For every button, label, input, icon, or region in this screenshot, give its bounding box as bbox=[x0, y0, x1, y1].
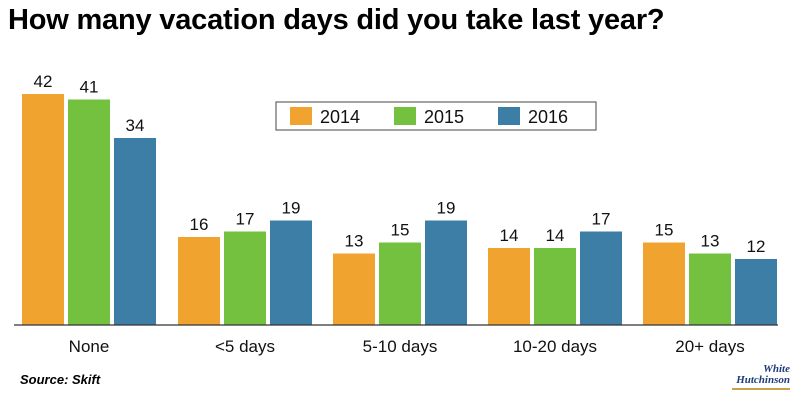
bar-2016-4 bbox=[735, 259, 777, 325]
bar-2015-0 bbox=[68, 99, 110, 325]
category-label-4: 20+ days bbox=[675, 337, 744, 356]
legend-label-2015: 2015 bbox=[424, 107, 464, 127]
legend-swatch-2014 bbox=[290, 107, 312, 125]
value-label-2016-4: 12 bbox=[747, 237, 766, 256]
bar-2015-1 bbox=[224, 231, 266, 325]
bar-2016-2 bbox=[425, 220, 467, 325]
chart-title: How many vacation days did you take last… bbox=[8, 4, 665, 36]
value-label-2015-3: 14 bbox=[546, 226, 565, 245]
bar-2015-4 bbox=[689, 253, 731, 325]
source-note: Source: Skift bbox=[20, 372, 101, 387]
category-labels-layer: None <5 days 5-10 days 10-20 days 20+ days bbox=[69, 337, 745, 356]
value-label-2014-1: 16 bbox=[190, 215, 209, 234]
bar-2014-1 bbox=[178, 237, 220, 325]
legend-swatch-2016 bbox=[498, 107, 520, 125]
value-label-2016-3: 17 bbox=[592, 210, 611, 229]
value-label-2016-2: 19 bbox=[437, 199, 456, 218]
value-label-2015-0: 41 bbox=[80, 78, 99, 97]
category-label-0: None bbox=[69, 337, 110, 356]
value-label-2014-0: 42 bbox=[34, 72, 53, 91]
category-label-1: <5 days bbox=[215, 337, 275, 356]
company-logo: White Hutchinson bbox=[728, 364, 790, 394]
logo-line-2: Hutchinson bbox=[736, 374, 790, 386]
legend-swatch-2015 bbox=[394, 107, 416, 125]
bar-2015-2 bbox=[379, 242, 421, 325]
bar-2016-1 bbox=[270, 220, 312, 325]
bar-2014-4 bbox=[643, 242, 685, 325]
value-label-2014-4: 15 bbox=[655, 221, 674, 240]
bars-layer bbox=[22, 94, 777, 325]
bar-2014-0 bbox=[22, 94, 64, 325]
bar-2014-2 bbox=[333, 253, 375, 325]
legend-label-2014: 2014 bbox=[320, 107, 360, 127]
logo-swoosh bbox=[732, 388, 790, 390]
legend: 2014 2015 2016 bbox=[275, 101, 597, 131]
value-label-2016-1: 19 bbox=[282, 199, 301, 218]
value-label-2014-3: 14 bbox=[500, 226, 519, 245]
bar-2014-3 bbox=[488, 248, 530, 325]
logo-line-1: White bbox=[763, 363, 790, 375]
bar-2016-0 bbox=[114, 138, 156, 325]
value-label-2014-2: 13 bbox=[345, 232, 364, 251]
value-label-2016-0: 34 bbox=[126, 116, 145, 135]
legend-label-2016: 2016 bbox=[528, 107, 568, 127]
legend-box bbox=[275, 101, 597, 131]
category-label-2: 5-10 days bbox=[363, 337, 438, 356]
bar-2015-3 bbox=[534, 248, 576, 325]
value-label-2015-1: 17 bbox=[236, 210, 255, 229]
bar-2016-3 bbox=[580, 231, 622, 325]
value-label-2015-2: 15 bbox=[391, 221, 410, 240]
value-label-2015-4: 13 bbox=[701, 232, 720, 251]
value-labels-layer: 42 41 34 16 17 19 13 15 19 14 14 17 15 13 12 bbox=[34, 72, 766, 256]
category-label-3: 10-20 days bbox=[513, 337, 597, 356]
